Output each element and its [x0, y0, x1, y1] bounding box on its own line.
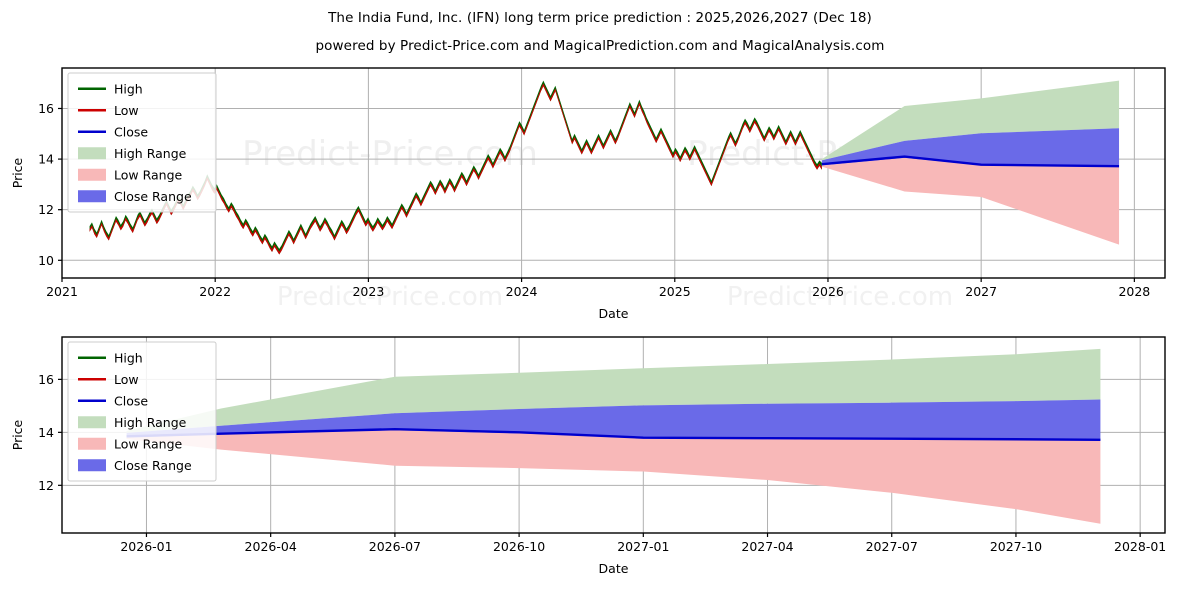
x-tick-label: 2028-01 [1114, 539, 1166, 554]
title-block: The India Fund, Inc. (IFN) long term pri… [0, 0, 1200, 54]
legend-label: Close Range [114, 458, 192, 473]
y-tick-label: 16 [38, 372, 54, 387]
legend-patch-swatch [78, 168, 106, 181]
legend-item-low[interactable]: Low [78, 103, 139, 118]
plot-frame [61, 336, 1166, 534]
y-tick-label: 10 [38, 253, 54, 268]
high-range-band [126, 348, 1101, 433]
legend-item-low-range[interactable]: Low Range [78, 436, 183, 451]
legend-item-high-range[interactable]: High Range [78, 146, 187, 161]
x-tick-label: 2027-07 [866, 539, 918, 554]
x-tick-label: 2026-04 [245, 539, 297, 554]
high-range-band [821, 80, 1120, 161]
overview-chart: Predict-Price.com Predict-Price.com Predic… [10, 67, 1166, 320]
low-range-band [126, 430, 1101, 524]
y-tick-label: 16 [38, 101, 54, 116]
watermark-text: Predict-Price.com [277, 282, 503, 312]
y-tick-label: 14 [38, 152, 54, 167]
legend-item-high[interactable]: High [78, 81, 143, 96]
close-forecast-line [126, 427, 1101, 441]
x-tick-label: 2026-01 [120, 539, 172, 554]
x-tick-label: 2027 [965, 284, 997, 299]
x-tick-label: 2025 [659, 284, 691, 299]
legend-label: High [114, 81, 143, 96]
legend-label: Close [114, 124, 148, 139]
x-axis-title: Date [599, 306, 629, 320]
y-axis-title: Price [10, 157, 25, 188]
y-tick-label: 12 [38, 202, 54, 217]
plot-frame [61, 67, 1166, 279]
legend-label: High Range [114, 415, 187, 430]
x-axis-title: Date [599, 561, 629, 576]
x-tick-label: 2026-10 [493, 539, 545, 554]
legend-label: Low [114, 103, 139, 118]
legend-patch-swatch [78, 459, 106, 472]
x-tick-label: 2024 [506, 284, 538, 299]
watermark-text: Predict-Price.com [727, 282, 953, 312]
x-tick-label: 2023 [352, 284, 384, 299]
forecast-detail-chart: Predict-Price.comPredict-Price.com2026-0… [10, 336, 1166, 576]
legend-item-high-range[interactable]: High Range [78, 415, 187, 430]
legend-label: Low Range [114, 436, 183, 451]
legend-patch-swatch [78, 190, 106, 203]
x-tick-label: 2027-01 [617, 539, 669, 554]
legend-item-close[interactable]: Close [78, 124, 148, 139]
x-tick-label: 2026 [812, 284, 844, 299]
y-axis-title: Price [10, 419, 25, 450]
legend-patch-swatch [78, 147, 106, 160]
legend-label: Low [114, 372, 139, 387]
low-range-band [821, 157, 1120, 245]
legend-label: Close Range [114, 189, 192, 204]
y-tick-label: 12 [38, 478, 54, 493]
x-tick-label: 2026-07 [369, 539, 421, 554]
page-title: The India Fund, Inc. (IFN) long term pri… [328, 10, 872, 26]
legend-item-close-range[interactable]: Close Range [78, 458, 192, 473]
legend-label: High [114, 350, 143, 365]
y-tick-label: 14 [38, 425, 54, 440]
legend-item-high[interactable]: High [78, 350, 143, 365]
watermark-text: Predict-Price.com [242, 134, 538, 174]
legend-item-close[interactable]: Close [78, 393, 148, 408]
x-tick-label: 2028 [1118, 284, 1150, 299]
legend-item-low[interactable]: Low [78, 372, 139, 387]
legend-item-close-range[interactable]: Close Range [78, 189, 192, 204]
legend-label: Low Range [114, 167, 183, 182]
legend-item-low-range[interactable]: Low Range [78, 167, 183, 182]
x-tick-label: 2022 [199, 284, 231, 299]
legend-label: Close [114, 393, 148, 408]
legend-patch-swatch [78, 437, 106, 450]
close-forecast-line [821, 155, 1120, 168]
legend-patch-swatch [78, 416, 106, 429]
x-tick-label: 2027-04 [741, 539, 793, 554]
legend-label: High Range [114, 146, 187, 161]
x-tick-label: 2021 [46, 284, 78, 299]
x-tick-label: 2027-10 [990, 539, 1042, 554]
page-subtitle: powered by Predict-Price.com and Magical… [315, 38, 885, 54]
